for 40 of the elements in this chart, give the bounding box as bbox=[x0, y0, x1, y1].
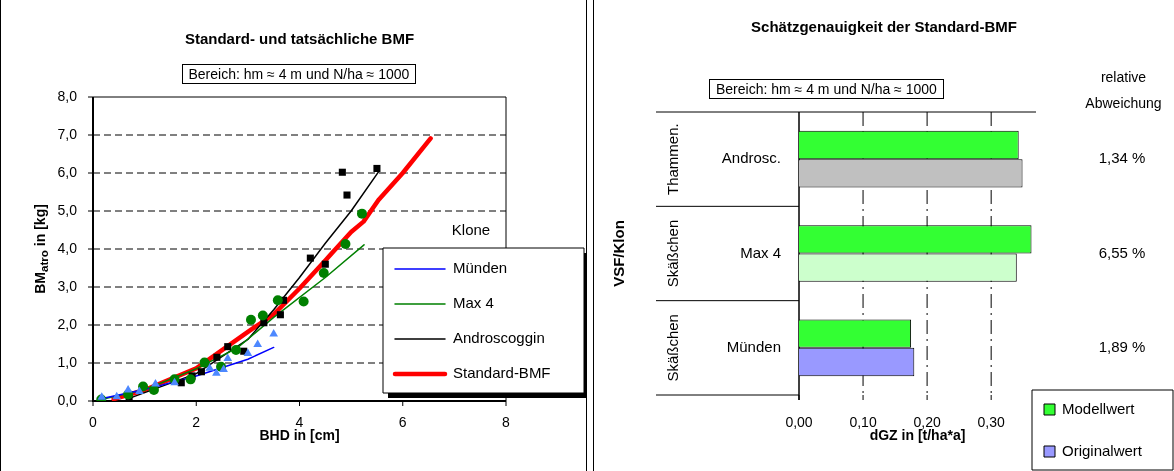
text: Skäßchen bbox=[664, 314, 682, 382]
x-tick-label: 2 bbox=[192, 414, 201, 431]
y2-axis-title: relative Abweichung bbox=[1084, 68, 1163, 113]
y-tick-label: 7,0 bbox=[57, 125, 78, 142]
y2-tick-label: 1,34 % bbox=[1098, 149, 1146, 167]
chart-subtitle: Bereich: hm ≈ 4 m und N/ha ≈ 1000 bbox=[181, 64, 417, 84]
legend-label: Max 4 bbox=[453, 294, 494, 312]
x-axis-title: BHD in [cm] bbox=[259, 427, 340, 444]
x-tick-label: 0,30 bbox=[977, 414, 1005, 431]
legend-title: Klone bbox=[451, 221, 491, 239]
chart-title: Standard- und tatsächliche BMF bbox=[183, 30, 416, 47]
legend-label: Modellwert bbox=[1062, 400, 1136, 418]
y2-tick-label: 1,89 % bbox=[1098, 337, 1146, 355]
text: Thammen. bbox=[664, 123, 682, 196]
y-tick-label: Max 4 bbox=[740, 243, 781, 261]
x-tick-label: 8 bbox=[502, 414, 511, 431]
y-tick-label: 6,0 bbox=[57, 163, 78, 180]
legend-label: Androscoggin bbox=[453, 329, 545, 347]
x-tick-label: 0,00 bbox=[785, 414, 813, 431]
legend-label: Standard-BMF bbox=[453, 364, 551, 382]
x-tick-label: 0 bbox=[89, 414, 98, 431]
chart-subtitle: Bereich: hm ≈ 4 m und N/ha ≈ 1000 bbox=[709, 79, 944, 99]
legend-label: Originalwert bbox=[1062, 442, 1143, 460]
y-axis-title: VSF/Klon bbox=[610, 220, 628, 287]
y-tick-label: 0,0 bbox=[57, 391, 78, 408]
y-tick-label: Münden bbox=[726, 337, 781, 355]
y-tick-label: 5,0 bbox=[57, 201, 78, 218]
chart-title: Schätzgenauigkeit der Standard-BMF bbox=[750, 18, 1018, 35]
y-tick-label: 3,0 bbox=[57, 277, 78, 294]
y-tick-label: Androsc. bbox=[721, 149, 781, 167]
y-tick-label: 1,0 bbox=[57, 353, 78, 370]
x-tick-label: 0,20 bbox=[913, 414, 941, 431]
legend-label: Münden bbox=[453, 259, 508, 277]
y-tick-label: 4,0 bbox=[57, 239, 78, 256]
y-tick-label: 2,0 bbox=[57, 315, 78, 332]
x-tick-label: 6 bbox=[398, 414, 407, 431]
text: Skäßchen bbox=[664, 219, 682, 288]
x-tick-label: 0,10 bbox=[849, 414, 877, 431]
y-tick-label: 8,0 bbox=[57, 87, 78, 104]
y2-tick-label: 6,55 % bbox=[1098, 243, 1146, 261]
